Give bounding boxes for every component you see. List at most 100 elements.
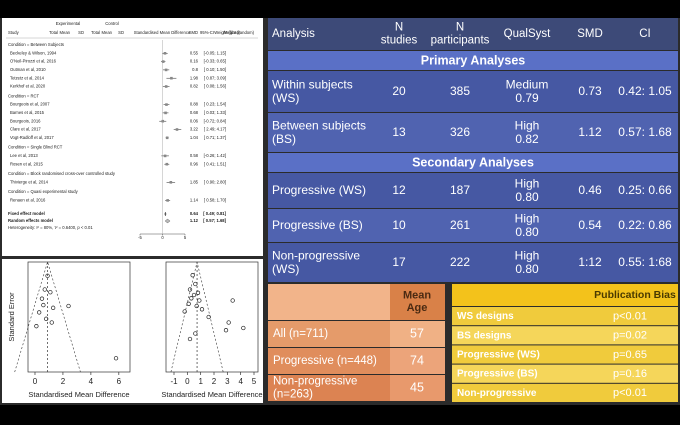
funnel-point xyxy=(48,290,53,295)
age-value: 57 xyxy=(410,326,424,340)
table-header: N xyxy=(395,21,403,33)
forest-subgroup: Condition = RCT xyxy=(8,93,40,98)
forest-square xyxy=(161,119,165,123)
forest-square xyxy=(164,85,168,88)
forest-diamond xyxy=(164,211,167,217)
table-cell: 0.73 xyxy=(578,84,602,98)
bias-row-bg xyxy=(452,345,678,364)
forest-smd: 0.55 xyxy=(190,50,199,55)
forest-heterogeneity: Heterogeneity: I² = 80%, τ² = 0.6400, p … xyxy=(8,225,93,230)
forest-ci-label: [-0.33; 0.65] xyxy=(204,59,226,64)
funnel-point xyxy=(226,320,231,325)
forest-study: Tetzetz et al, 2014 xyxy=(10,75,45,80)
forest-smd: 1.85 xyxy=(190,179,199,184)
funnel-point xyxy=(182,309,187,314)
funnel-tick-label: 4 xyxy=(238,377,243,386)
row-bg xyxy=(268,209,678,242)
age-header: Mean xyxy=(403,290,431,302)
funnel-point xyxy=(190,273,195,278)
funnel-point xyxy=(41,302,46,308)
funnel-point xyxy=(191,292,197,298)
forest-ci-label: [ 0.10; 1.50] xyxy=(204,67,226,72)
bias-row-bg xyxy=(452,326,678,345)
age-value: 74 xyxy=(410,353,424,367)
forest-column-header: Total xyxy=(49,30,58,35)
forest-study: Bourgeois, 2016 xyxy=(10,118,41,123)
forest-ci-label: [ 0.58; 1.70] xyxy=(204,198,226,203)
forest-study: Clare et al, 2017 xyxy=(10,127,41,132)
table-cell: 187 xyxy=(450,183,470,197)
forest-ci-label: [ 0.87; 3.09] xyxy=(204,75,226,80)
forest-square xyxy=(166,199,169,202)
forest-column-header: SD xyxy=(78,30,84,35)
age-row-bg xyxy=(390,348,445,374)
table-cell: Progressive (WS) xyxy=(272,183,366,197)
funnel-point xyxy=(49,320,54,325)
forest-square xyxy=(163,52,167,55)
forest-square xyxy=(165,103,168,106)
section-title: Secondary Analyses xyxy=(412,155,534,169)
funnel-tick-label: 0 xyxy=(185,377,190,386)
forest-study: Vogt-Radloff et al, 2017 xyxy=(10,135,54,140)
funnel-x-label: Standardised Mean Difference xyxy=(28,390,129,399)
forest-square xyxy=(161,60,165,63)
bias-label: BS designs xyxy=(457,330,512,341)
funnel-limits xyxy=(170,261,224,373)
funnel-point xyxy=(193,281,198,287)
forest-study: Outman et al, 2010 xyxy=(10,67,46,72)
table-cell: 13 xyxy=(392,125,406,139)
age-row-bg xyxy=(268,321,390,347)
forest-column-header: SMD xyxy=(189,30,198,35)
bias-row-bg xyxy=(452,364,678,383)
forest-column-header: Mean xyxy=(102,30,113,35)
funnel-frame xyxy=(27,261,131,373)
forest-ci-label: [ 2.49; 4.17] xyxy=(204,127,226,132)
funnel-point xyxy=(51,305,56,310)
table-cell: 0.80 xyxy=(515,190,539,204)
funnel-point xyxy=(186,301,191,306)
forest-column-header: Standardised Mean Difference xyxy=(134,30,191,35)
table-cell: 17 xyxy=(392,255,406,269)
table-cell: High xyxy=(515,248,540,262)
row-bg xyxy=(268,71,678,112)
bias-label: Progressive (WS) xyxy=(457,350,540,361)
forest-subgroup: Condition = Between Subjects xyxy=(8,42,64,47)
table-cell: 0.80 xyxy=(515,262,539,276)
forest-summary: Random effects model xyxy=(8,218,53,223)
funnel-point xyxy=(113,356,119,361)
forest-subgroup: Condition = Single Blind RCT xyxy=(8,145,63,150)
forest-ci-label: [-0.05; 1.15] xyxy=(204,50,226,55)
forest-smd: 0.58 xyxy=(190,153,199,158)
table-cell: High xyxy=(515,176,540,190)
funnel-point xyxy=(187,336,193,342)
forest-ci-label: [ 0.03; 1.33] xyxy=(204,110,226,115)
table-cell: 0.79 xyxy=(515,91,539,105)
funnel-point xyxy=(197,298,202,303)
table-cell: 0.25: 0.66 xyxy=(618,183,672,197)
funnel-point xyxy=(42,287,47,292)
table-cell: (WS) xyxy=(272,91,299,105)
age-row-bg xyxy=(390,321,445,347)
funnel-point xyxy=(199,307,205,312)
forest-smd: 0.06 xyxy=(190,118,199,123)
age-header: Age xyxy=(407,302,428,314)
forest-tick-label: 0 xyxy=(161,235,164,240)
funnel-tick-label: 5 xyxy=(252,377,257,386)
forest-ci-label: [-0.26; 1.42] xyxy=(204,153,226,158)
forest-smd: 0.82 xyxy=(190,84,199,89)
funnel-point xyxy=(187,287,193,292)
funnel-tick-label: -1 xyxy=(170,377,178,386)
forest-column-header: Total xyxy=(91,30,100,35)
bias-label: Non-progressive xyxy=(457,388,537,399)
forest-ci-label: [-0.72; 0.84] xyxy=(204,118,226,123)
funnel-tick-label: 4 xyxy=(89,377,94,386)
bias-header: Publication Bias xyxy=(594,289,676,301)
forest-ci-label: [ 0.71; 1.37] xyxy=(204,135,226,140)
section-bg xyxy=(268,51,678,70)
forest-group-label: Experimental xyxy=(56,21,81,26)
bias-label: WS designs xyxy=(457,311,514,322)
table-cell: (WS) xyxy=(272,262,299,276)
table-header-bg xyxy=(268,18,678,50)
table-cell: Between subjects xyxy=(272,118,366,132)
